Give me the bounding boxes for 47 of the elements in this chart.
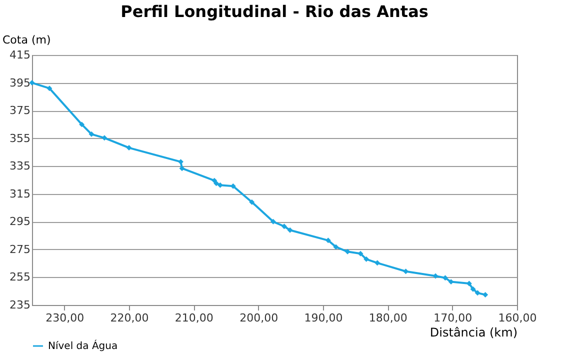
point (470, 286, 476, 292)
y-tick-label: 315 (10, 187, 30, 200)
point (344, 248, 350, 254)
point (287, 227, 293, 233)
point (102, 135, 108, 141)
y-tick-label: 255 (10, 270, 30, 284)
y-tick-label: 235 (10, 298, 30, 312)
x-tick-label: 170,00 (434, 312, 472, 324)
y-tick-label: 415 (10, 48, 30, 62)
point (126, 145, 132, 151)
x-tick-label: 190,00 (304, 312, 343, 324)
y-tick-label: 335 (10, 160, 30, 173)
y-axis-title: Cota (m) (2, 34, 51, 46)
y-tick-label: 275 (10, 242, 30, 256)
y-tick-label: 295 (10, 215, 30, 228)
point (249, 199, 255, 205)
x-tick-label: 220,00 (110, 312, 149, 324)
point (270, 218, 276, 224)
point (374, 260, 380, 266)
y-tick-label: 375 (10, 104, 30, 118)
point (178, 159, 184, 165)
point (482, 292, 488, 298)
legend-label: Nível da Água (48, 339, 118, 352)
point (325, 238, 331, 244)
y-tick-label: 355 (10, 132, 30, 145)
point (179, 166, 185, 172)
point (46, 86, 52, 92)
point (358, 250, 364, 256)
point (29, 80, 35, 86)
point (442, 275, 448, 281)
x-tick-label: 160,00 (498, 312, 537, 324)
point (474, 290, 480, 296)
point (217, 182, 223, 188)
point (432, 273, 438, 279)
point (364, 256, 370, 262)
x-tick-label: 210,00 (174, 312, 214, 324)
point (333, 244, 339, 250)
point (214, 180, 220, 186)
y-tick-label: 395 (10, 76, 30, 90)
x-tick-label: 180,00 (368, 312, 408, 324)
x-tick-label: 200,00 (240, 312, 278, 324)
point (79, 122, 85, 128)
point (281, 224, 287, 230)
x-tick-label: 230,00 (46, 312, 84, 324)
point (88, 131, 94, 137)
x-axis-title: Distância (km) (430, 326, 518, 340)
chart-title: Perfil Longitudinal - Rio das Antas (120, 2, 428, 21)
